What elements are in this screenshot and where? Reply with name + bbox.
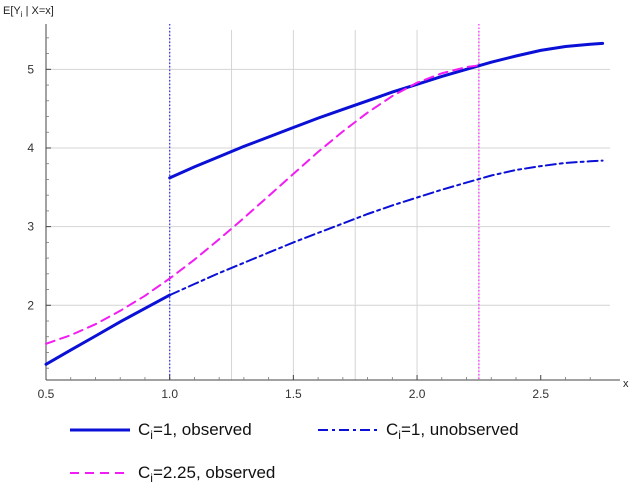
y-tick-label: 5 — [27, 62, 34, 76]
y-axis-title-sub: i — [21, 10, 23, 19]
series-line-3 — [45, 64, 480, 345]
legend-label: Ci=1, observed — [138, 420, 252, 442]
axes — [45, 24, 620, 381]
series-line-1 — [168, 41, 605, 180]
y-axis-title-rest: | X=x] — [23, 5, 54, 17]
y-tick-label: 4 — [27, 141, 34, 155]
series-line-1 — [44, 293, 172, 366]
x-tick-label: 2.5 — [532, 387, 549, 401]
y-tick-label: 2 — [27, 298, 34, 312]
legend-label: Ci=2.25, observed — [138, 463, 275, 485]
x-tick-label: 1.0 — [161, 387, 178, 401]
y-tick-label: 3 — [27, 220, 34, 234]
x-tick-label: 1.5 — [285, 387, 302, 401]
legend-label: Ci=1, unobserved — [386, 420, 519, 442]
x-axis-title: x — [623, 378, 629, 390]
axis-titles: E[Yi | X=x] x — [3, 5, 629, 390]
legend: Ci=1, observed Ci=1, unobserved Ci=2.25, o… — [70, 420, 519, 485]
x-tick-label: 0.5 — [38, 387, 55, 401]
gridlines — [46, 30, 610, 380]
series-line-2 — [168, 159, 604, 297]
x-tick-label: 2.0 — [409, 387, 426, 401]
series-lines — [44, 41, 605, 366]
y-axis-title: E[Yi | X=x] — [3, 5, 54, 19]
ticks: 0.5 1.0 1.5 2.0 2.5 2 3 4 5 — [27, 37, 591, 401]
